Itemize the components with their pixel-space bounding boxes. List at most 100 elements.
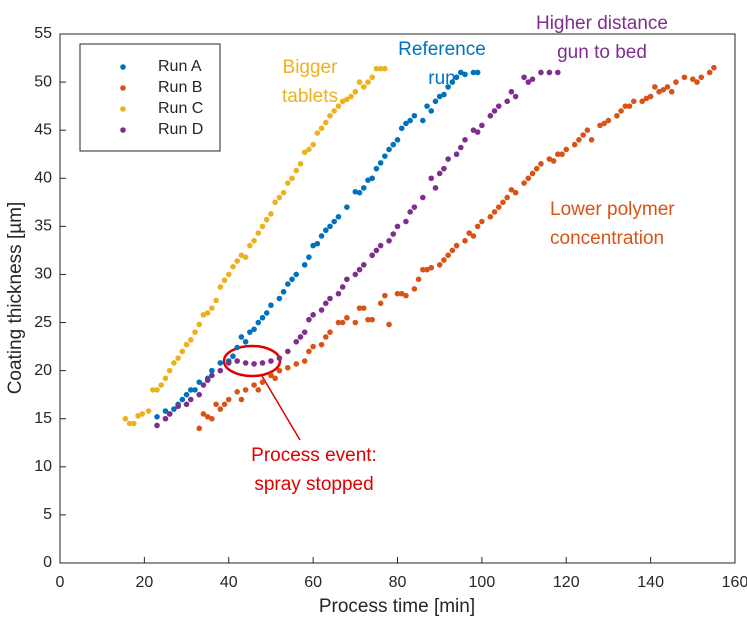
point — [462, 237, 468, 244]
y-tick-label: 50 — [34, 73, 52, 90]
point — [183, 391, 190, 398]
y-tick-label: 0 — [43, 554, 52, 571]
point — [576, 137, 582, 143]
point — [369, 252, 375, 259]
point — [453, 242, 460, 249]
point — [251, 326, 257, 333]
point — [571, 141, 578, 148]
point — [462, 71, 468, 78]
point — [445, 252, 451, 259]
x-tick-label: 20 — [135, 574, 153, 591]
point — [196, 321, 203, 328]
point — [259, 360, 266, 366]
point — [369, 175, 375, 182]
y-tick-label: 10 — [34, 458, 52, 475]
point — [301, 358, 308, 364]
point — [255, 319, 262, 326]
point — [373, 247, 380, 254]
point — [322, 119, 329, 126]
point — [360, 305, 367, 311]
point — [301, 329, 308, 335]
point — [255, 387, 262, 393]
point — [306, 146, 312, 153]
point — [420, 117, 426, 124]
point — [415, 276, 422, 283]
point — [204, 310, 211, 316]
point — [550, 158, 557, 164]
point — [327, 295, 333, 302]
point — [213, 401, 219, 408]
point — [204, 377, 211, 384]
point — [331, 108, 338, 114]
point — [126, 420, 133, 427]
point — [179, 348, 186, 355]
point — [200, 312, 207, 318]
point — [356, 79, 363, 85]
point — [487, 112, 494, 119]
point — [217, 360, 224, 366]
point — [445, 156, 451, 162]
point — [192, 387, 198, 393]
y-axis-label: Coating thickness [µm] — [5, 202, 26, 395]
point — [626, 103, 633, 109]
point — [360, 84, 367, 90]
point — [436, 93, 443, 100]
point — [525, 175, 532, 182]
point — [268, 358, 274, 364]
y-tick-label: 40 — [34, 169, 52, 186]
point — [150, 387, 156, 393]
point — [369, 316, 375, 323]
point — [154, 387, 160, 393]
point — [166, 411, 173, 417]
point — [293, 167, 300, 174]
point — [512, 93, 519, 100]
legend-marker — [120, 85, 126, 91]
event-pointer — [261, 375, 301, 441]
point — [322, 300, 329, 307]
point — [504, 194, 510, 201]
point — [690, 76, 696, 83]
point — [360, 185, 367, 191]
point — [268, 211, 274, 217]
point — [508, 88, 515, 95]
legend-label: Run C — [158, 100, 203, 117]
point — [504, 98, 510, 105]
y-tick-label: 55 — [34, 25, 52, 42]
legend-marker — [120, 106, 126, 112]
point — [255, 230, 262, 236]
point — [424, 266, 430, 273]
point — [179, 396, 186, 403]
point — [306, 316, 312, 323]
point — [310, 242, 316, 249]
point — [411, 286, 418, 292]
point — [711, 64, 717, 71]
point — [209, 305, 215, 311]
point — [213, 297, 219, 304]
point — [242, 338, 249, 345]
annotation: concentration — [550, 228, 664, 249]
point — [158, 382, 165, 388]
point — [394, 137, 401, 143]
point — [242, 360, 249, 366]
point — [238, 396, 245, 403]
point — [660, 86, 667, 93]
point — [259, 314, 266, 321]
point — [242, 387, 249, 393]
point — [293, 271, 300, 278]
point — [251, 382, 257, 388]
point — [420, 266, 426, 273]
point — [154, 414, 160, 420]
point — [238, 334, 245, 340]
point — [293, 338, 300, 345]
point — [139, 411, 146, 417]
event-circle — [222, 344, 282, 378]
point — [234, 388, 240, 395]
point — [272, 199, 278, 206]
point — [306, 254, 312, 260]
point — [285, 364, 291, 371]
point — [314, 240, 321, 247]
y-tick-label: 15 — [34, 410, 52, 427]
legend-label: Run B — [158, 79, 202, 96]
point — [230, 263, 236, 270]
point — [183, 401, 190, 408]
